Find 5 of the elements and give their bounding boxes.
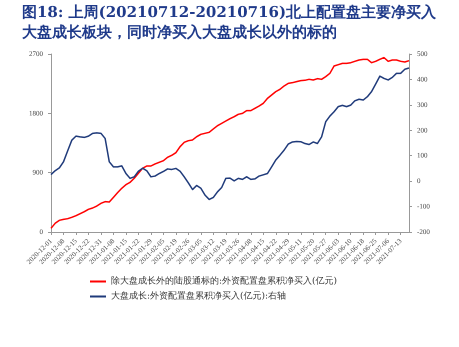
legend-label: 除大盘成长外的陆股通标的:外资配置盘累积净买入(亿元) [111,276,338,286]
legend-label: 大盘成长:外资配置盘累积净买入(亿元):右轴 [111,290,286,302]
chart-title: 图18: 上周(20210712-20210716)北上配置盘主要净买入大盘成长板块，同时净买入大盘成长以外的标的 [22,2,438,42]
line-series [50,56,410,230]
line-series [50,67,410,200]
